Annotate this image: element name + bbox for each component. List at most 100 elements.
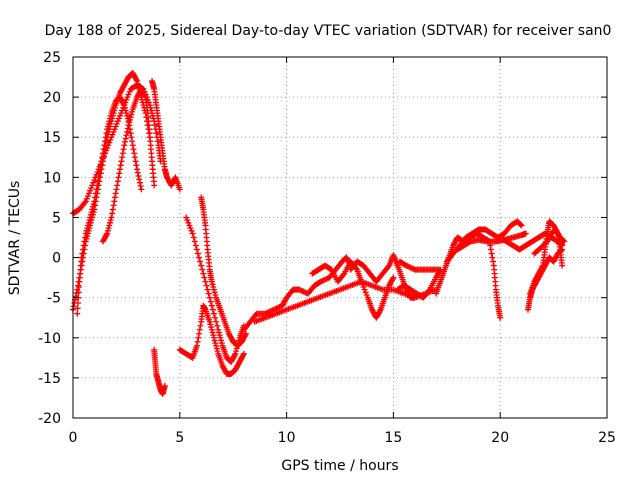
data-point [111, 126, 118, 133]
data-point [121, 142, 128, 149]
data-point [209, 281, 216, 288]
data-point [240, 350, 247, 357]
data-point [207, 298, 214, 305]
data-point [111, 198, 118, 205]
data-point [183, 214, 190, 221]
data-point [489, 254, 496, 261]
data-point [243, 330, 250, 337]
data-point [204, 286, 211, 293]
data-point [518, 222, 525, 229]
data-point [154, 138, 161, 145]
data-point [88, 185, 95, 192]
data-point [108, 134, 115, 141]
data-point [189, 230, 196, 237]
data-point [233, 348, 240, 355]
data-point [201, 274, 208, 281]
data-point [106, 222, 113, 229]
data-point [82, 198, 89, 205]
data-point [210, 310, 217, 317]
data-point [192, 242, 199, 249]
data-point [136, 176, 143, 183]
data-point [136, 179, 143, 186]
data-point [205, 290, 212, 297]
data-point [119, 150, 126, 157]
data-point [106, 139, 113, 146]
data-point [135, 172, 142, 179]
data-point [425, 287, 432, 294]
data-point [218, 337, 225, 344]
x-tick-label: 0 [69, 430, 78, 446]
data-point [124, 94, 131, 101]
data-point [86, 190, 93, 197]
data-point [122, 107, 129, 114]
data-point [208, 302, 215, 309]
data-point [109, 206, 116, 213]
data-point [196, 254, 203, 261]
data-point [240, 352, 247, 359]
y-tick-label: 0 [52, 251, 61, 267]
data-point [131, 150, 138, 157]
axis-ticks [72, 56, 608, 419]
data-point [87, 214, 94, 221]
data-point [129, 142, 136, 149]
data-point [212, 291, 219, 298]
data-point [560, 237, 567, 244]
data-point [214, 348, 221, 355]
data-point [212, 340, 219, 347]
data-point [112, 194, 119, 201]
data-point [389, 275, 396, 282]
data-point [153, 130, 160, 137]
data-point [127, 114, 134, 121]
data-point [114, 118, 121, 125]
data-point [89, 203, 96, 210]
data-point [190, 234, 197, 241]
data-point [120, 100, 127, 107]
data-point [113, 120, 120, 127]
data-point [522, 230, 529, 237]
data-point [194, 338, 201, 345]
data-point [133, 162, 140, 169]
data-point [123, 110, 130, 117]
data-point [114, 182, 121, 189]
data-point [146, 134, 153, 141]
data-point [107, 115, 114, 122]
data-point [116, 170, 123, 177]
series-arc5 [149, 78, 183, 193]
data-point [112, 123, 119, 130]
data-point [74, 310, 81, 317]
data-point [109, 210, 116, 217]
data-point [107, 219, 114, 226]
data-point [79, 250, 86, 257]
data-point [94, 178, 101, 185]
data-point [232, 350, 239, 357]
data-point [81, 199, 88, 206]
data-point [104, 123, 111, 130]
data-point [114, 178, 121, 185]
data-point [211, 337, 218, 344]
data-point [212, 314, 219, 321]
data-point [103, 231, 110, 238]
data-point [127, 130, 134, 137]
data-point [105, 120, 112, 127]
data-point [207, 321, 214, 328]
data-point [84, 225, 91, 232]
series-arc8 [176, 302, 247, 377]
data-point [108, 214, 115, 221]
data-point [125, 91, 132, 98]
data-point [121, 102, 128, 109]
data-point [91, 177, 98, 184]
x-tick-label: 5 [175, 430, 184, 446]
data-point [103, 130, 110, 137]
data-point [213, 342, 220, 349]
data-point [196, 326, 203, 333]
data-point [198, 262, 205, 269]
data-point [100, 146, 107, 153]
data-point [113, 186, 120, 193]
data-point [95, 174, 102, 181]
data-point [358, 278, 365, 285]
data-point [199, 266, 206, 273]
data-point [411, 294, 418, 301]
data-point [210, 334, 217, 341]
data-point [124, 112, 131, 119]
